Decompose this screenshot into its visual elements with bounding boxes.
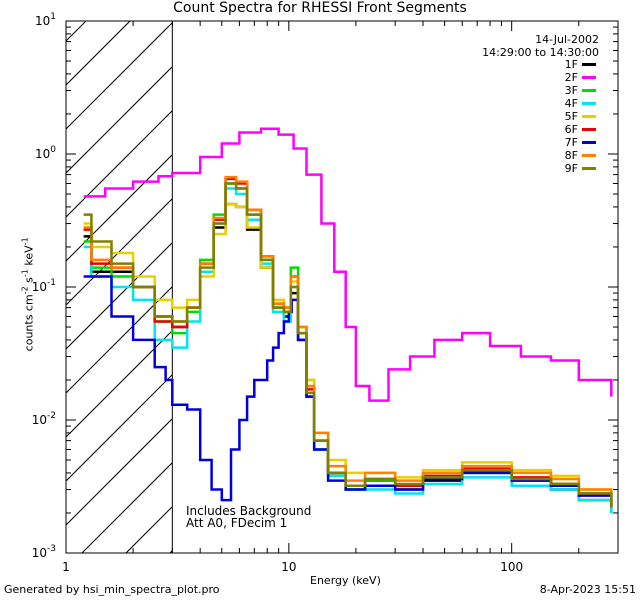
hatch-line	[66, 65, 173, 174]
legend-label: 1F	[564, 58, 578, 71]
observation-date: 14-Jul-2002	[535, 33, 599, 46]
hatch-line	[81, 461, 173, 553]
series-line-7F	[83, 275, 613, 508]
footer-timestamp: 8-Apr-2023 15:51	[539, 583, 636, 596]
hatch-line	[66, 373, 173, 482]
series-line-9F	[83, 182, 613, 508]
legend-entry-9F: 9F	[565, 162, 596, 175]
series-line-5F	[83, 202, 613, 501]
legend-entry-2F: 2F	[565, 71, 596, 84]
legend-entry-5F: 5F	[565, 110, 596, 123]
y-tick-label: 10-1	[32, 278, 56, 294]
series-line-4F	[83, 187, 613, 513]
legend-label: 4F	[564, 97, 578, 110]
legend-label: 8F	[564, 149, 578, 162]
hatch-line	[66, 417, 173, 526]
hatch-line	[66, 197, 173, 306]
legend-entry-8F: 8F	[565, 149, 596, 162]
legend-swatch	[582, 102, 596, 105]
annotation-background: Includes Background	[186, 504, 312, 518]
legend-swatch	[582, 167, 596, 170]
legend-label: 7F	[564, 136, 578, 149]
legend-swatch	[582, 63, 596, 66]
legend-entry-7F: 7F	[565, 136, 596, 149]
legend-entry-3F: 3F	[565, 84, 596, 97]
annotation-attenuator: Att A0, FDecim 1	[186, 516, 288, 530]
y-tick-label: 101	[35, 12, 56, 28]
x-axis-label: Energy (keV)	[310, 574, 381, 587]
legend-swatch	[582, 115, 596, 118]
chart-title: Count Spectra for RHESSI Front Segments	[173, 0, 467, 16]
legend-label: 6F	[564, 123, 578, 136]
y-tick-label: 10-2	[32, 411, 56, 427]
observation-time-range: 14:29:00 to 14:30:00	[482, 46, 599, 59]
x-tick-label: 1	[62, 560, 70, 574]
legend-swatch	[582, 76, 596, 79]
footer-generated-by: Generated by hsi_min_spectra_plot.pro	[4, 583, 220, 596]
legend-entry-6F: 6F	[565, 123, 596, 136]
series-line-2F	[83, 127, 613, 402]
series-line-3F	[83, 182, 613, 508]
legend-label: 9F	[564, 162, 578, 175]
legend-swatch	[582, 128, 596, 131]
legend-label: 5F	[564, 110, 578, 123]
hatch-line	[66, 21, 173, 130]
series-group	[83, 127, 613, 513]
legend-swatch	[582, 141, 596, 144]
legend-swatch	[582, 154, 596, 157]
series-line-6F	[83, 177, 613, 505]
x-tick-label: 10	[281, 560, 296, 574]
legend-swatch	[582, 89, 596, 92]
legend-entry-1F: 1F	[565, 58, 596, 71]
legend-entry-4F: 4F	[565, 97, 596, 110]
legend-label: 3F	[564, 84, 578, 97]
y-tick-label: 10-3	[32, 544, 56, 560]
y-axis-label: counts cm-2 s-1 keV-1	[20, 237, 36, 352]
x-tick-label: 100	[500, 560, 523, 574]
y-tick-label: 100	[35, 145, 56, 161]
series-line-1F	[83, 202, 613, 513]
legend-label: 2F	[564, 71, 578, 84]
